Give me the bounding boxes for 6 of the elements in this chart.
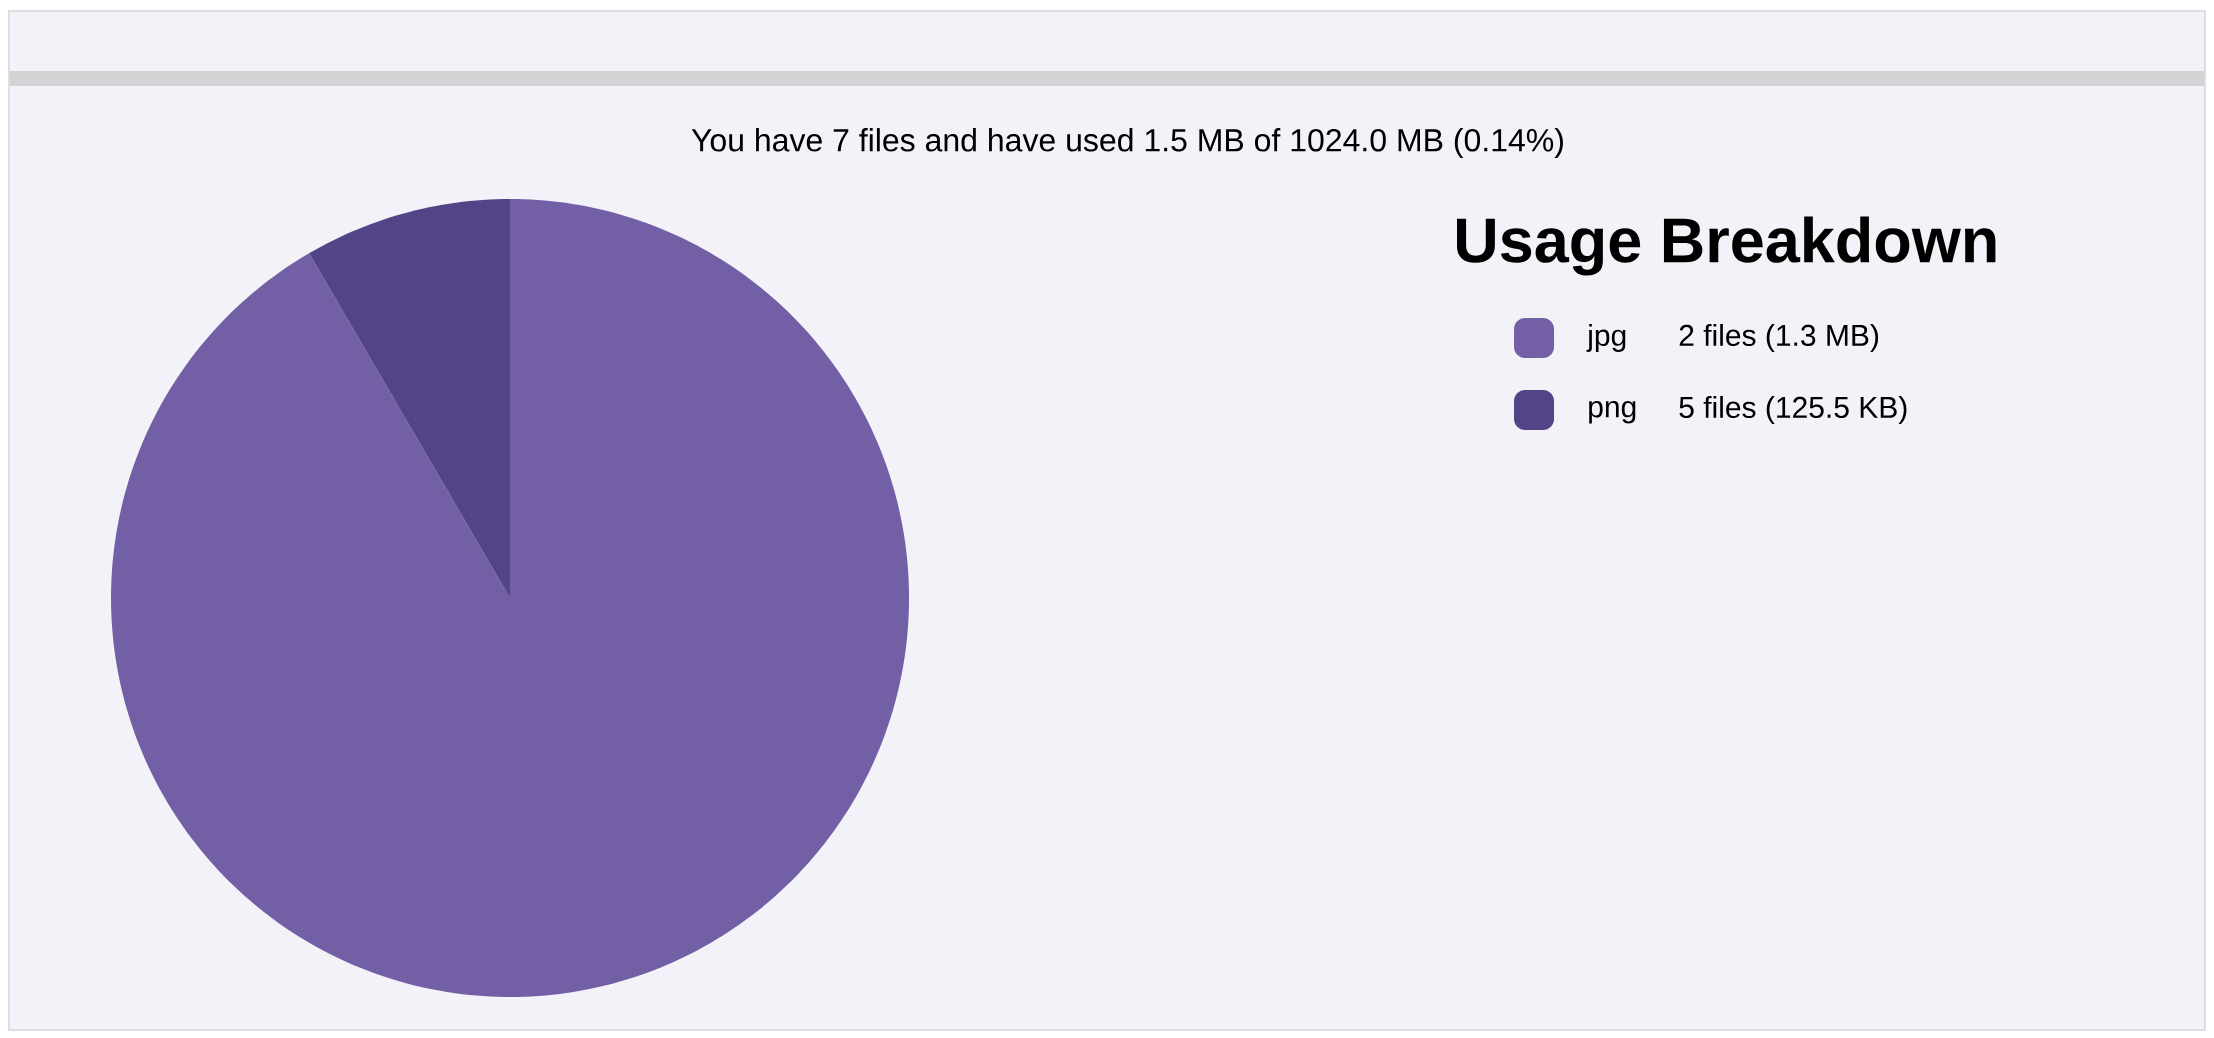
- text: 5 files (125.5 KB): [1679, 396, 1907, 424]
- chart-subtitle: You have 7 files and have used 1.5 MB of 1024.0 MB (0.14%): [691, 128, 1563, 158]
- legend-label: png: [1589, 401, 1636, 424]
- text: 2 files (1.3 MB): [1679, 324, 1879, 352]
- chart-title: Usage Breakdown: [1457, 216, 1996, 276]
- legend-label: jpg: [1586, 324, 1626, 352]
